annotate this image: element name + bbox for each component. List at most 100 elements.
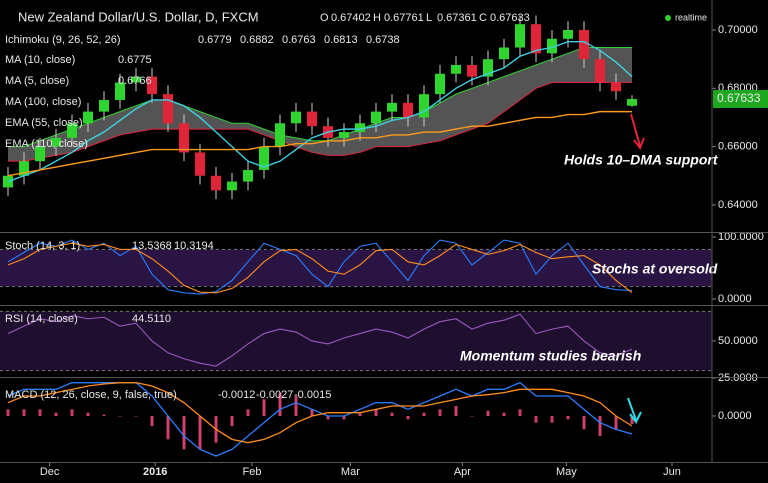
candle-body — [627, 99, 637, 106]
candle-body — [467, 64, 477, 77]
candle-body — [227, 181, 237, 191]
histogram-bar — [278, 392, 282, 416]
ohlc-label: L — [426, 12, 432, 24]
legend-readout: 0.6779 — [198, 34, 232, 46]
histogram-bar — [326, 416, 330, 420]
legend-label: MA (5, close) — [5, 75, 69, 87]
status: realtime — [675, 12, 707, 22]
histogram-bar — [294, 396, 298, 416]
candle-body — [291, 111, 301, 124]
candle-body — [435, 73, 445, 95]
ohlc-value: 0.67633 — [490, 12, 530, 24]
histogram-bar — [630, 416, 634, 424]
histogram-bar — [22, 409, 26, 416]
candle-body — [35, 146, 45, 162]
y-tick-label: 0.0000 — [718, 293, 752, 305]
histogram-bar — [150, 416, 154, 426]
x-tick-label: Jun — [663, 466, 681, 478]
histogram-bar — [486, 410, 490, 416]
candle-body — [51, 137, 61, 147]
legend-readout: 10.3194 — [174, 240, 214, 252]
legend-readout: 0.6813 — [324, 34, 358, 46]
candle-body — [563, 30, 573, 39]
x-tick-label: 2016 — [143, 466, 167, 478]
candle-body — [99, 99, 109, 112]
candle-body — [499, 47, 509, 60]
x-tick-label: Apr — [454, 466, 471, 478]
histogram-bar — [38, 409, 42, 416]
y-tick-label: 0.0000 — [718, 410, 752, 422]
histogram-bar — [438, 409, 442, 416]
histogram-bar — [582, 416, 586, 430]
legend-readout: 0.6766 — [118, 75, 152, 87]
macd-line — [7, 382, 633, 444]
candle-body — [307, 111, 317, 127]
legend-readout: -0.0027 — [256, 389, 293, 401]
histogram-bar — [422, 412, 426, 416]
candle-body — [147, 76, 157, 95]
histogram-bar — [598, 416, 602, 436]
histogram-bar — [550, 416, 554, 423]
histogram-bar — [310, 409, 314, 416]
y-tick-label: 50.0000 — [718, 335, 758, 347]
candle-body — [195, 152, 205, 176]
price-tag-label: 0.67633 — [717, 91, 761, 105]
histogram-bar — [198, 416, 202, 450]
histogram-bar — [86, 412, 90, 416]
y-tick-label: 0.66000 — [718, 141, 758, 153]
histogram-bar — [342, 416, 346, 420]
histogram-bar — [182, 416, 186, 450]
candle-body — [387, 102, 397, 112]
ichimoku-cloud — [8, 47, 632, 162]
histogram-bar — [6, 409, 10, 416]
histogram-bar — [406, 416, 410, 420]
candle-body — [547, 38, 557, 54]
candle-body — [339, 132, 349, 138]
annotation: Momentum studies bearish — [460, 348, 641, 364]
legend-readout: 0.6775 — [118, 54, 152, 66]
y-tick-label: 100.0000 — [718, 231, 764, 243]
indicator-line — [7, 239, 633, 295]
candle-body — [275, 123, 285, 147]
indicator-line — [7, 242, 633, 294]
candle-body — [243, 169, 253, 182]
histogram-bar — [454, 406, 458, 416]
candle-body — [19, 161, 29, 176]
span-a — [8, 47, 632, 148]
histogram-bar — [262, 399, 266, 416]
x-tick-label: May — [556, 466, 577, 478]
candle-body — [595, 59, 605, 83]
histogram-bar — [230, 416, 234, 426]
legend-label: EMA (55, close) — [5, 117, 83, 129]
histogram-bar — [614, 416, 618, 430]
candle-body — [67, 123, 77, 138]
legend-readout: -0.0015 — [294, 389, 331, 401]
ohlc-value: 0.67761 — [384, 12, 424, 24]
arrow — [630, 113, 641, 147]
candle-body — [531, 24, 541, 54]
candle-body — [179, 123, 189, 153]
legend-label: MA (10, close) — [5, 54, 75, 66]
histogram-bar — [102, 414, 106, 416]
histogram-bar — [390, 412, 394, 416]
histogram-bar — [134, 416, 138, 417]
indicator-line — [7, 313, 633, 367]
legend-label: EMA (110, close) — [5, 138, 88, 150]
arrow-head — [629, 411, 642, 424]
y-tick-label: 0.70000 — [718, 24, 758, 36]
candle-body — [483, 59, 493, 77]
status-dot — [665, 15, 671, 21]
ohlc-label: H — [373, 12, 381, 24]
candle-body — [371, 111, 381, 124]
x-tick-label: Mar — [341, 466, 360, 478]
ohlc-value: 0.67402 — [331, 12, 371, 24]
moving-average — [7, 40, 633, 183]
histogram-bar — [166, 416, 170, 440]
candle-body — [515, 24, 525, 48]
histogram-bar — [534, 416, 538, 423]
candle-body — [579, 30, 589, 60]
panel-title: MACD (12, 26, close, 9, false, true) — [5, 389, 177, 401]
